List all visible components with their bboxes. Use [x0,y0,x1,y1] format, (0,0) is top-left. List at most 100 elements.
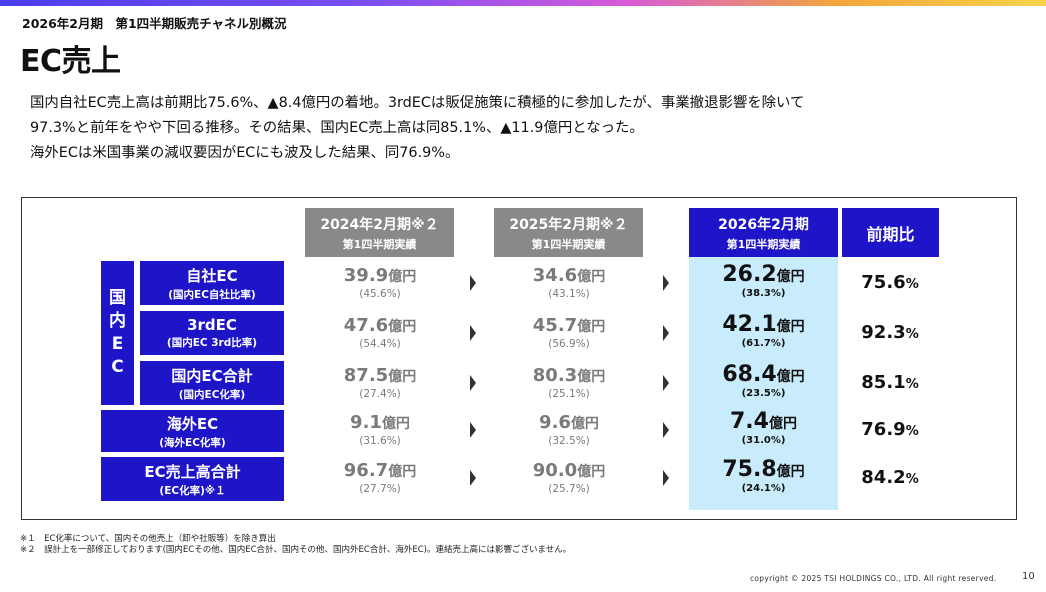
unit: 億円 [776,464,805,480]
copyright: copyright © 2025 TSI HOLDINGS CO., LTD. … [750,574,997,583]
column-header-2024: 2024年2月期※２ 第1四半期実績 [305,208,454,257]
vertical-char: E [111,334,124,354]
cell-2025-3rd-ec: 45.7億円 (56.9%) [494,315,644,350]
top-gradient-bar [0,0,1046,6]
unit: % [905,377,919,392]
column-year: 2024年2月期 [320,216,412,233]
value: 68.4 [722,362,777,387]
vertical-char: 内 [109,311,126,331]
cell-2026-domestic-total: 68.4億円 (23.5%) [689,362,838,399]
description-line: 海外ECは米国事業の減収要因がECにも波及した結果、同76.9%。 [30,145,460,161]
value: 47.6 [343,315,389,336]
arrow-right-icon [470,422,476,438]
value: 84.2 [861,467,906,488]
cell-2026-overseas-ec: 7.4億円 (31.0%) [689,409,838,446]
column-header-yoy: 前期比 [842,208,939,257]
unit: 億円 [577,369,606,385]
row-label: 3rdEC [187,316,237,334]
description: 国内自社EC売上高は前期比75.6%、▲8.4億円の着地。3rdECは販促施策に… [30,91,804,166]
column-header-2025: 2025年2月期※２ 第1四半期実績 [494,208,643,257]
row-sublabel: (国内EC化率) [178,388,246,401]
value: 39.9 [343,265,389,286]
value: 96.7 [343,460,389,481]
unit: 億円 [388,269,417,285]
unit: 億円 [381,416,410,432]
row-label-3rd-ec: 3rdEC (国内EC 3rd比率) [140,311,284,355]
arrow-right-icon [470,375,476,391]
ratio: (38.3%) [741,288,786,299]
column-header-2026: 2026年2月期 第1四半期実績 [689,208,838,257]
description-line: 97.3%と前年をやや下回る推移。その結果、国内EC売上高は同85.1%、▲11… [30,120,644,136]
row-label: 国内EC合計 [171,366,253,385]
value: 75.8 [722,457,777,482]
row-label: EC売上高合計 [144,462,241,481]
yoy-ec-total: 84.2% [840,467,940,488]
domestic-ec-group-label: 国 内 E C [101,261,134,405]
unit: % [905,472,919,487]
row-sublabel: (EC化率)※１ [159,484,226,497]
unit: % [905,327,919,342]
vertical-char: C [111,357,124,377]
value: 45.7 [532,315,578,336]
yoy-3rd-ec: 92.3% [840,322,940,343]
value: 26.2 [722,262,777,287]
ratio: (45.6%) [359,288,401,300]
unit: 億円 [388,369,417,385]
ratio: (31.0%) [741,435,786,446]
unit: 億円 [388,319,417,335]
ratio: (27.4%) [359,388,401,400]
row-label-domestic-total: 国内EC合計 (国内EC化率) [140,361,284,405]
value: 90.0 [532,460,578,481]
cell-2024-overseas-ec: 9.1億円 (31.6%) [305,412,455,447]
page-subtitle: 2026年2月期 第1四半期販売チャネル別概況 [22,16,287,31]
column-yoy-label: 前期比 [866,224,915,244]
footnote: ※１ EC化率について、国内その他売上（卸や社販等）を除き算出 [20,534,276,544]
cell-2025-overseas-ec: 9.6億円 (32.5%) [494,412,644,447]
unit: % [905,424,919,439]
ratio: (43.1%) [548,288,590,300]
column-sub: 第1四半期実績 [726,237,801,251]
value: 80.3 [532,365,578,386]
value: 75.6 [861,272,906,293]
vertical-char: 国 [109,288,126,308]
row-sublabel: (国内EC自社比率) [168,288,256,301]
ec-sales-table [21,197,1017,520]
ratio: (23.5%) [741,388,786,399]
value: 7.4 [730,409,769,434]
arrow-right-icon [663,422,669,438]
unit: 億円 [570,416,599,432]
page-number: 10 [1022,571,1035,582]
page-title: EC売上 [20,44,121,79]
cell-2024-own-ec: 39.9億円 (45.6%) [305,265,455,300]
arrow-right-icon [470,275,476,291]
ratio: (25.1%) [548,388,590,400]
ratio: (32.5%) [548,435,590,447]
ratio: (31.6%) [359,435,401,447]
cell-2024-ec-total: 96.7億円 (27.7%) [305,460,455,495]
column-note-mark: ※２ [600,216,628,233]
row-label: 自社EC [186,266,238,285]
unit: 億円 [776,269,805,285]
footnotes: ※１ EC化率について、国内その他売上（卸や社販等）を除き算出 ※２ 誤計上を一… [20,534,571,556]
footnote: ※２ 誤計上を一部修正しております(国内ECその他、国内EC合計、国内その他、国… [20,545,572,555]
cell-2024-domestic-total: 87.5億円 (27.4%) [305,365,455,400]
value: 76.9 [861,419,906,440]
cell-2026-3rd-ec: 42.1億円 (61.7%) [689,312,838,349]
column-year: 2025年2月期 [509,216,601,233]
ratio: (24.1%) [741,483,786,494]
row-sublabel: (国内EC 3rd比率) [166,337,258,349]
arrow-right-icon [470,325,476,341]
arrow-right-icon [663,325,669,341]
cell-2026-own-ec: 26.2億円 (38.3%) [689,262,838,299]
column-sub: 第1四半期実績 [342,237,417,251]
value: 42.1 [722,312,777,337]
column-note-mark: ※２ [411,216,439,233]
yoy-domestic-total: 85.1% [840,372,940,393]
arrow-right-icon [663,375,669,391]
current-year-highlight [689,208,838,510]
row-label-ec-total: EC売上高合計 (EC化率)※１ [101,457,284,501]
yoy-own-ec: 75.6% [840,272,940,293]
unit: 億円 [577,269,606,285]
cell-2025-domestic-total: 80.3億円 (25.1%) [494,365,644,400]
value: 9.1 [350,412,382,433]
